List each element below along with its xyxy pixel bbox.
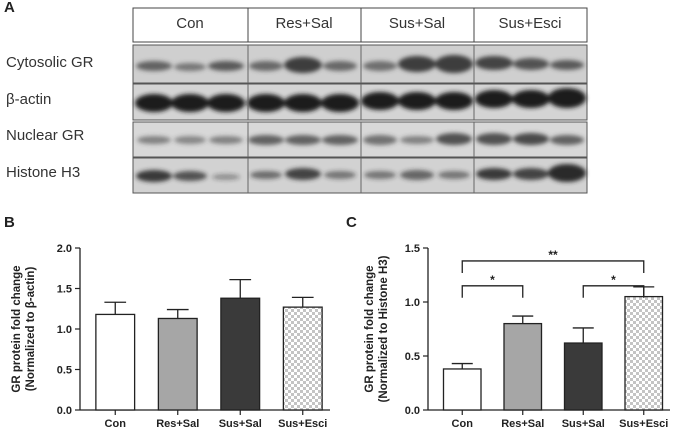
chart-b-y-tick-label: 1.0: [57, 324, 72, 336]
western-blot-image: [132, 7, 588, 194]
chart-c-y-tick-label: 0.5: [405, 351, 420, 363]
chart-b-y-tick-label: 2.0: [57, 243, 72, 255]
chart-c-y-tick-label: 1.0: [405, 297, 420, 309]
blot-label-beta-actin: β-actin: [6, 91, 52, 108]
blot-strip-beta-actin: [132, 83, 588, 121]
chart-b-y-tick-label: 1.5: [57, 284, 72, 296]
chart-c-ylabel-line2: (Normalized to Histone H3): [378, 255, 390, 402]
chart-b-x-tick-label-res-sal: Res+Sal: [156, 418, 199, 430]
lane-header-res-sal: Res+Sal: [275, 15, 333, 32]
chart-b-bar-res-sal: [157, 317, 198, 411]
blot-label-histone-h3: Histone H3: [6, 164, 81, 181]
chart-b: 0.0 0.5 1.0 1.5 2.0 GR protein fold change (No…: [11, 243, 330, 430]
chart-c-bar-sus-esci: [624, 295, 664, 411]
chart-b-ylabel-line2: (Normalized to β-actin): [25, 267, 37, 392]
chart-c-significance-label: **: [548, 248, 558, 262]
panel-label-a: A: [4, 0, 15, 16]
chart-c-y-tick-label: 0.0: [405, 405, 420, 417]
chart-c-y-tick-label: 1.5: [405, 243, 420, 255]
chart-b-x-tick-label-sus-esci: Sus+Esci: [278, 418, 327, 430]
lane-header-sus-sal: Sus+Sal: [388, 15, 446, 32]
chart-c-significance-bracket: [461, 260, 645, 273]
chart-b-bar-sus-sal: [220, 297, 261, 411]
chart-b-ylabel-line1: GR protein fold change: [11, 265, 23, 392]
chart-c: 0.0 0.5 1.0 1.5 GR protein fold change (Norma…: [364, 243, 670, 430]
chart-c-x-tick-label-con: Con: [452, 418, 474, 430]
lane-header-con: Con: [176, 15, 204, 32]
chart-b-x-tick-label-sus-sal: Sus+Sal: [219, 418, 262, 430]
chart-c-bar-res-sal: [503, 322, 543, 411]
chart-c-significance-bracket: [582, 285, 645, 298]
blot-label-nuclear-gr: Nuclear GR: [6, 127, 85, 144]
chart-c-x-tick-label-sus-esci: Sus+Esci: [619, 418, 668, 430]
chart-c-bar-con: [442, 368, 482, 411]
blot-strip-histone-h3: [132, 157, 588, 194]
blot-strip-cytosolic-gr: [132, 44, 588, 84]
chart-b-x-tick-label-con: Con: [105, 418, 127, 430]
chart-c-significance-label: *: [611, 273, 616, 287]
panel-label-b: B: [4, 214, 15, 231]
chart-c-ylabel-line1: GR protein fold change: [364, 265, 376, 392]
chart-b-y-tick-label: 0.0: [57, 405, 72, 417]
lane-header-sus-esci: Sus+Esci: [498, 15, 562, 32]
chart-b-bar-con: [95, 313, 136, 411]
blot-label-cytosolic-gr: Cytosolic GR: [6, 54, 94, 71]
blot-strip-nuclear-gr: [132, 121, 588, 158]
chart-b-bar-sus-esci: [282, 306, 323, 411]
chart-c-bar-sus-sal: [563, 342, 603, 411]
chart-b-y-tick-label: 0.5: [57, 365, 72, 377]
chart-c-x-tick-label-sus-sal: Sus+Sal: [562, 418, 605, 430]
panel-label-c: C: [346, 214, 357, 231]
chart-c-significance-label: *: [490, 273, 495, 287]
chart-c-x-tick-label-res-sal: Res+Sal: [501, 418, 544, 430]
chart-c-significance-bracket: [461, 285, 524, 298]
